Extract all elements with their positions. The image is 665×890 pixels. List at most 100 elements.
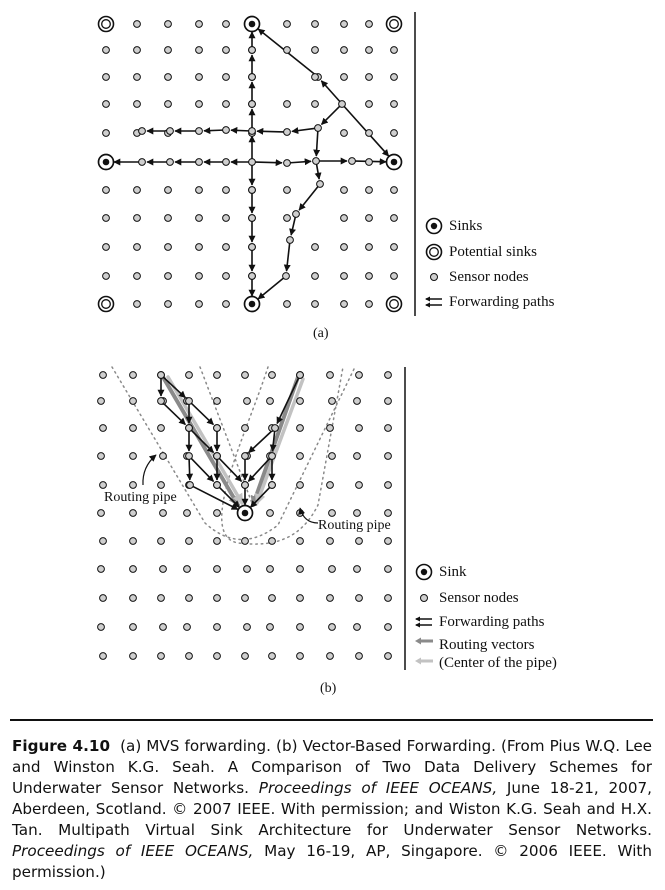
sensor-node xyxy=(311,300,319,308)
sensor-node xyxy=(390,73,398,81)
sensor-node xyxy=(296,594,304,602)
forwarding-path-arrow xyxy=(247,458,271,482)
sensor-node xyxy=(129,565,137,573)
sensor-node xyxy=(185,537,193,545)
forwarding-path-arrow xyxy=(190,429,215,454)
sensor-node xyxy=(283,186,291,194)
sensor-node xyxy=(99,537,107,545)
sensor-node xyxy=(248,46,256,54)
sensor-node xyxy=(213,481,221,489)
forwarding-path-arrow xyxy=(298,186,319,211)
sensor-node xyxy=(384,623,392,631)
sensor-node xyxy=(213,424,221,432)
sensor-node xyxy=(185,371,193,379)
sensor-node xyxy=(129,509,137,517)
sensor-node xyxy=(283,20,291,28)
sensor-node xyxy=(133,186,141,194)
sensor-node xyxy=(384,481,392,489)
forwarding-path-arrow xyxy=(186,459,194,481)
sensor-node xyxy=(390,214,398,222)
routing-vector-left-light xyxy=(166,375,244,505)
sensor-node xyxy=(133,300,141,308)
sensor-node xyxy=(157,371,165,379)
sensor-node xyxy=(129,424,137,432)
sensor-node xyxy=(384,424,392,432)
sink-node xyxy=(236,504,254,522)
sensor-node xyxy=(164,300,172,308)
forwarding-path-arrow xyxy=(230,126,249,134)
sensor-node xyxy=(157,652,165,660)
sensor-node xyxy=(222,73,230,81)
legend-b-label-sink: Sink xyxy=(439,564,467,580)
sensor-node xyxy=(166,127,174,135)
sensor-node xyxy=(355,371,363,379)
forwarding-path-arrow xyxy=(283,243,291,272)
sensor-node xyxy=(268,594,276,602)
sensor-node xyxy=(296,565,304,573)
vector-based-forwarding-diagram xyxy=(97,366,406,670)
routing-pipe-left-boundary-outer xyxy=(111,366,356,541)
sensor-node xyxy=(164,73,172,81)
sensor-node-icon xyxy=(420,594,428,602)
sensor-node xyxy=(133,272,141,280)
sensor-node xyxy=(164,186,172,194)
sensor-node xyxy=(164,243,172,251)
sensor-node xyxy=(166,158,174,166)
sensor-node xyxy=(164,214,172,222)
forwarding-path-arrow xyxy=(269,431,277,452)
forwarding-path-arrow xyxy=(218,457,243,482)
panel-b-label: (b) xyxy=(320,681,337,696)
sensor-node xyxy=(355,594,363,602)
forwarding-path-arrow xyxy=(289,217,296,236)
forwarding-path-arrow xyxy=(291,127,315,135)
routing-pipe-right-pointer xyxy=(298,507,319,524)
sensor-node xyxy=(283,300,291,308)
forwarding-path-arrow xyxy=(190,457,215,482)
sensor-node xyxy=(164,100,172,108)
sensor-node xyxy=(355,537,363,545)
sensor-node xyxy=(296,371,304,379)
sensor-node xyxy=(195,158,203,166)
sensor-node xyxy=(129,594,137,602)
figure-caption: Figure 4.10 (a) MVS forwarding. (b) Vect… xyxy=(12,736,652,883)
sensor-node xyxy=(213,652,221,660)
sensor-node xyxy=(268,652,276,660)
forwarding-path-arrow xyxy=(162,402,186,426)
sensor-node xyxy=(159,623,167,631)
sensor-node xyxy=(213,623,221,631)
forwarding-path-arrow xyxy=(203,127,223,135)
forwarding-path-arrow xyxy=(257,277,284,300)
sensor-node xyxy=(365,300,373,308)
sensor-node xyxy=(328,565,336,573)
sensor-node xyxy=(99,594,107,602)
sink-node xyxy=(385,153,403,171)
sensor-node xyxy=(340,272,348,280)
legend-b-label-sensor-nodes: Sensor nodes xyxy=(439,590,519,606)
sensor-node xyxy=(266,623,274,631)
sensor-node xyxy=(102,186,110,194)
sensor-node xyxy=(326,424,334,432)
legend-a-label-potential-sinks: Potential sinks xyxy=(449,244,537,260)
legend-a: Sinks Potential sinks Sensor nodes Forwa… xyxy=(425,217,655,317)
sensor-node xyxy=(266,565,274,573)
sensor-node xyxy=(338,100,346,108)
sensor-node xyxy=(365,272,373,280)
potential-sink-node xyxy=(385,295,403,313)
sensor-node xyxy=(326,371,334,379)
sensor-node xyxy=(271,424,279,432)
sensor-node xyxy=(157,594,165,602)
sensor-node xyxy=(129,371,137,379)
sensor-node xyxy=(213,371,221,379)
potential-sink-node xyxy=(385,15,403,33)
sensor-node xyxy=(390,272,398,280)
sensor-node xyxy=(138,158,146,166)
sensor-node xyxy=(268,371,276,379)
sensor-node xyxy=(365,186,373,194)
routing-pipe-right-label: Routing pipe xyxy=(318,518,391,533)
sensor-node xyxy=(97,623,105,631)
sensor-node xyxy=(365,214,373,222)
sensor-node xyxy=(195,127,203,135)
sensor-node xyxy=(328,623,336,631)
sensor-node xyxy=(268,452,276,460)
sensor-node xyxy=(353,509,361,517)
